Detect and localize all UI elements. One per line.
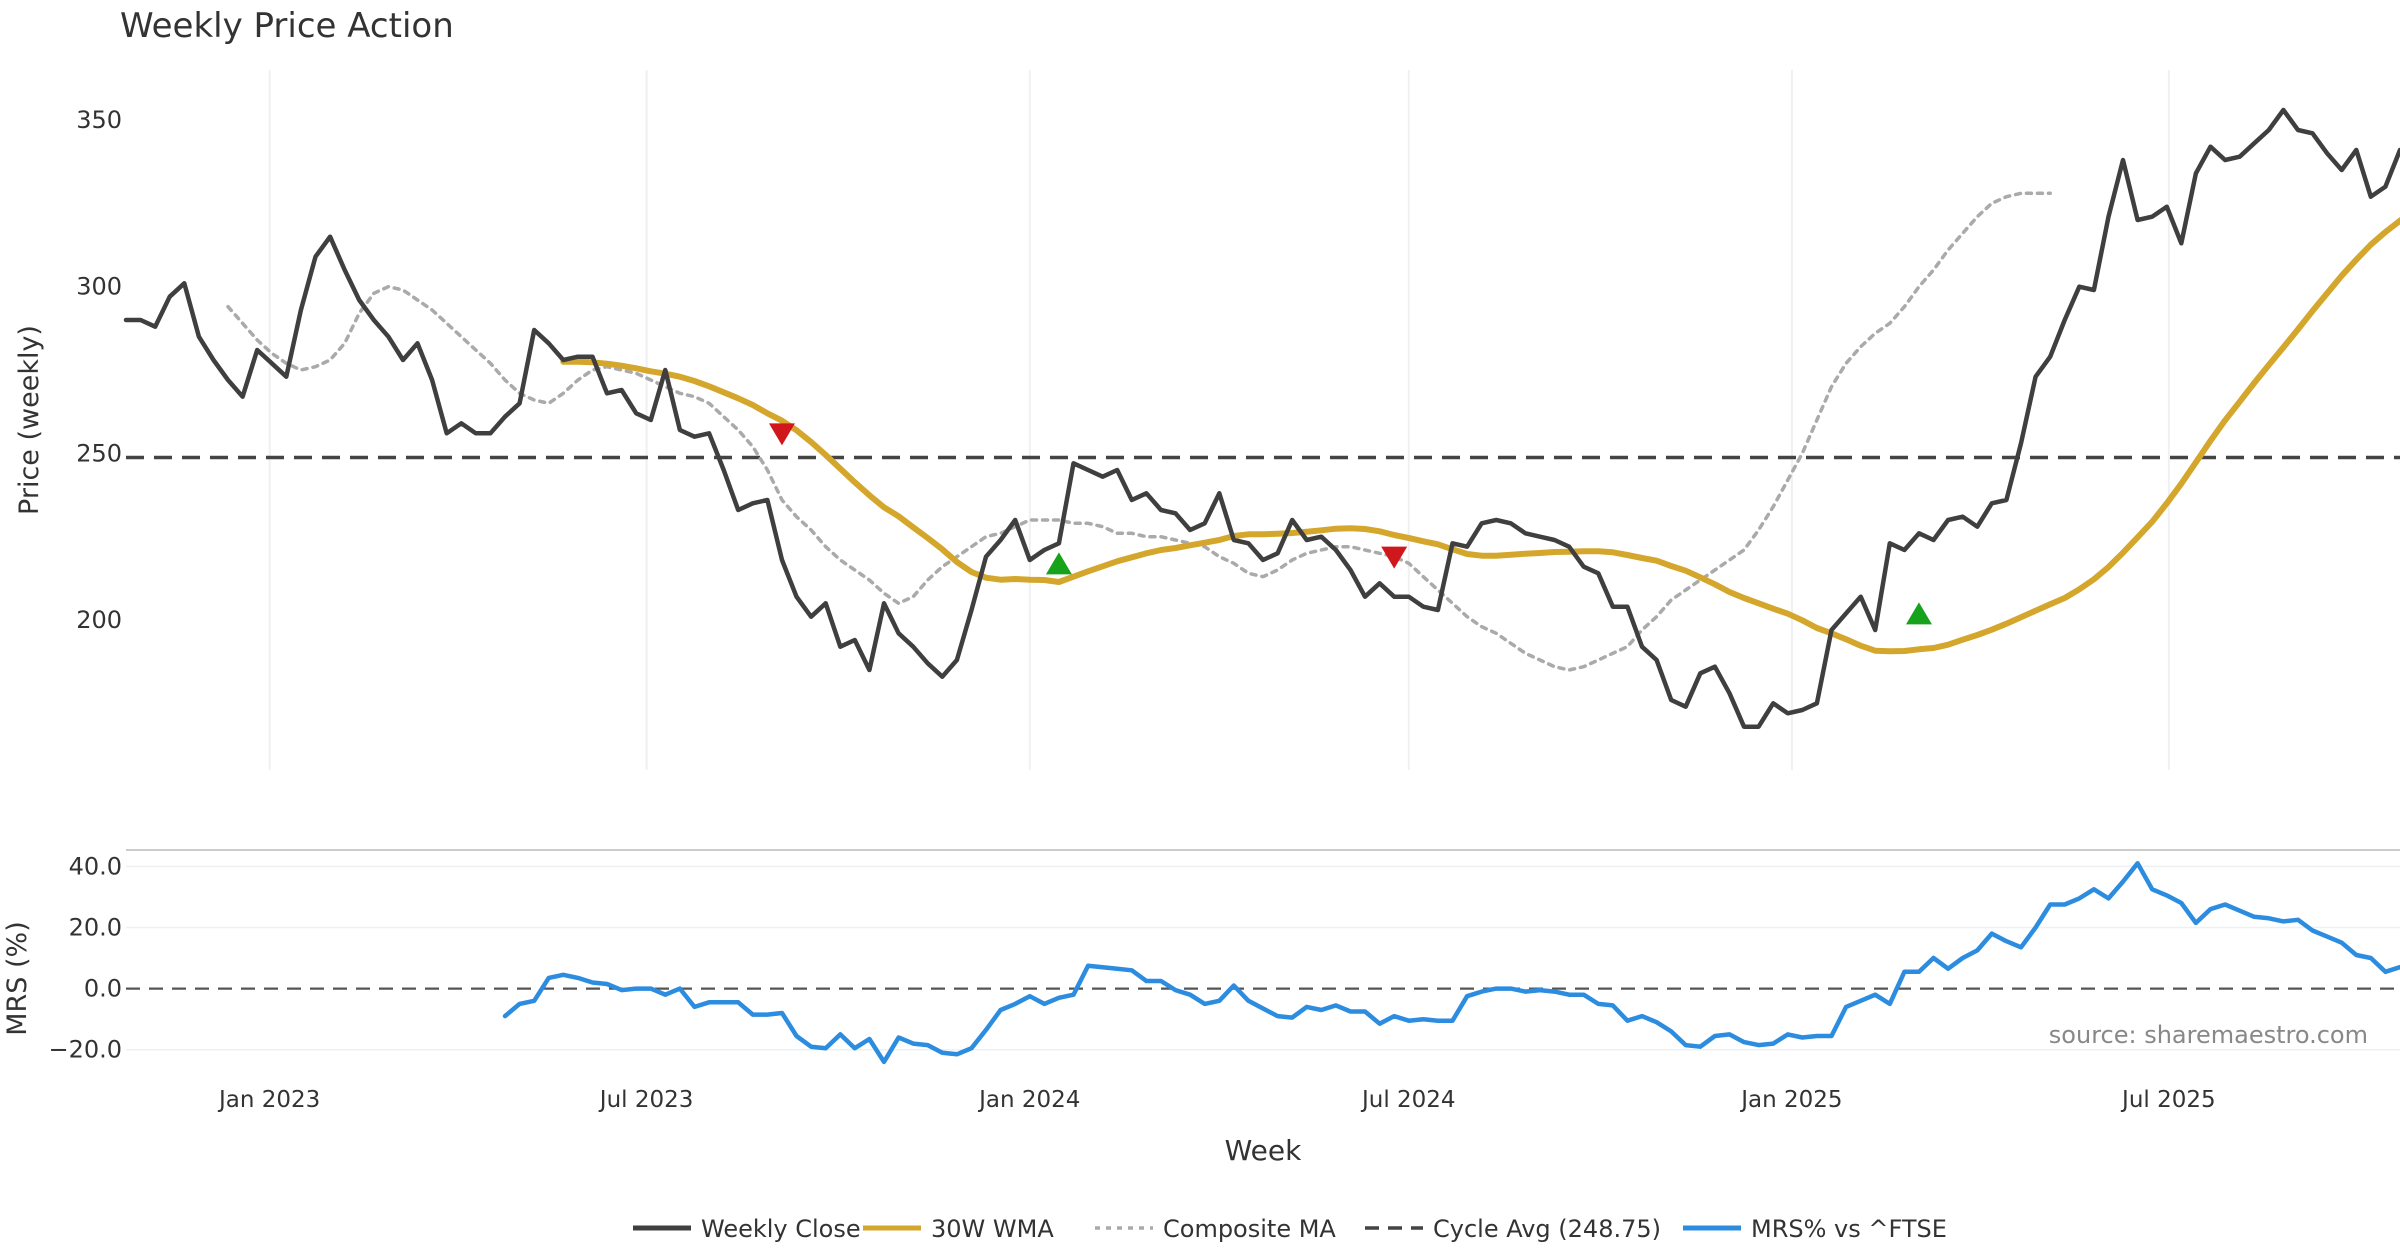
mrs-line — [502, 861, 2400, 1065]
mrs-tick-label-1: 20.0 — [69, 913, 122, 941]
x-tick-label-1: Jul 2023 — [598, 1087, 694, 1113]
x-tick-label-3: Jul 2024 — [1360, 1087, 1456, 1113]
price-tick-label-3: 350 — [76, 106, 122, 134]
x-tick-label-2: Jan 2024 — [977, 1087, 1080, 1113]
mrs-tick-label-0: 40.0 — [69, 852, 122, 880]
x-tick-label-4: Jan 2025 — [1739, 1087, 1842, 1113]
x-tick-label-0: Jan 2023 — [217, 1087, 320, 1113]
mrs-tick-label-3: −20.0 — [48, 1036, 122, 1064]
x-tick-label-5: Jul 2025 — [2120, 1087, 2216, 1113]
mrs-axis-label: MRS (%) — [2, 921, 33, 1036]
chart-title: Weekly Price Action — [120, 6, 454, 46]
legend-label-0: Weekly Close — [701, 1215, 861, 1243]
source-note: source: sharemaestro.com — [2049, 1021, 2368, 1049]
price-tick-label-2: 300 — [76, 273, 122, 301]
sell-signal-marker-0 — [768, 423, 795, 446]
sell-signal-marker-2 — [1381, 546, 1408, 569]
price-axis-label: Price (weekly) — [14, 325, 45, 515]
wma-30w-line — [560, 217, 2400, 655]
x-axis-label: Week — [1225, 1134, 1302, 1167]
composite-ma-line — [226, 191, 2052, 672]
weekly-close-line — [123, 107, 2400, 729]
buy-signal-marker-1 — [1045, 552, 1072, 575]
mrs-tick-label-2: 0.0 — [84, 975, 122, 1003]
legend-label-1: 30W WMA — [931, 1215, 1054, 1243]
price-tick-label-1: 250 — [76, 439, 122, 467]
legend-label-2: Composite MA — [1163, 1215, 1336, 1243]
price-tick-label-0: 200 — [76, 606, 122, 634]
legend-label-4: MRS% vs ^FTSE — [1751, 1215, 1947, 1243]
buy-signal-marker-3 — [1905, 602, 1932, 625]
legend-label-3: Cycle Avg (248.75) — [1433, 1215, 1661, 1243]
